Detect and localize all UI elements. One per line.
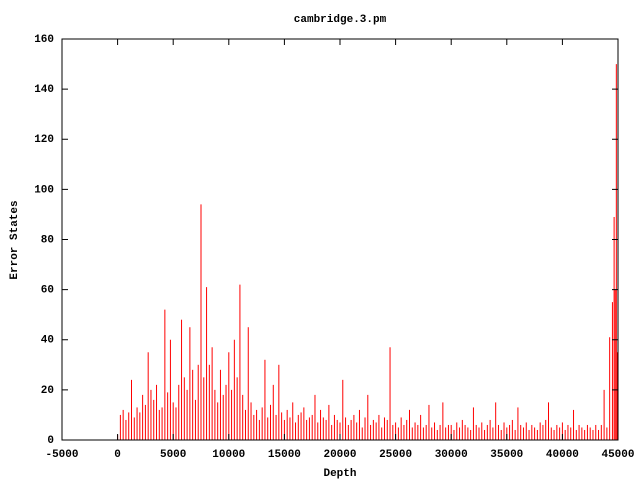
y-tick-label: 100 (34, 184, 54, 196)
y-tick-label: 60 (41, 285, 54, 297)
x-tick-label: 40000 (546, 449, 579, 461)
x-axis-label: Depth (323, 468, 356, 480)
x-tick-label: 30000 (435, 449, 468, 461)
y-tick-label: 20 (41, 385, 54, 397)
y-tick-label: 140 (34, 84, 54, 96)
x-tick-label: 0 (114, 449, 121, 461)
chart-title: cambridge.3.pm (294, 14, 387, 26)
x-tick-label: 10000 (212, 449, 245, 461)
x-tick-label: 35000 (490, 449, 523, 461)
y-axis-label: Error States (9, 200, 21, 279)
y-tick-label: 80 (41, 234, 54, 246)
x-tick-label: 15000 (268, 449, 301, 461)
y-tick-label: 160 (34, 34, 54, 46)
y-tick-label: 120 (34, 134, 54, 146)
x-tick-label: -5000 (45, 449, 78, 461)
y-tick-label: 40 (41, 335, 54, 347)
y-tick-label: 0 (47, 435, 54, 447)
x-tick-label: 5000 (160, 449, 186, 461)
x-tick-label: 45000 (601, 449, 634, 461)
x-tick-label: 25000 (379, 449, 412, 461)
x-tick-label: 20000 (323, 449, 356, 461)
